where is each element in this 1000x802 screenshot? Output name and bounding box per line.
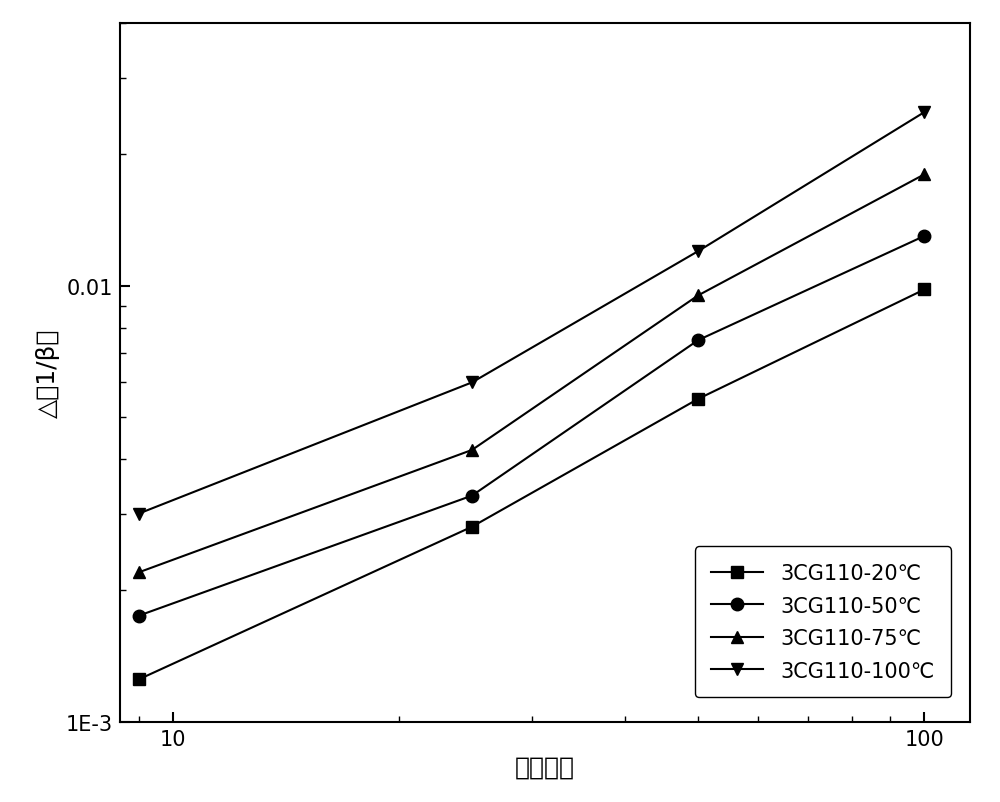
3CG110-100℃ bbox=[133, 509, 145, 519]
Line: 3CG110-50℃: 3CG110-50℃ bbox=[132, 230, 931, 622]
3CG110-20℃ bbox=[918, 286, 930, 295]
Line: 3CG110-20℃: 3CG110-20℃ bbox=[132, 284, 931, 686]
3CG110-20℃ bbox=[466, 522, 478, 532]
3CG110-50℃ bbox=[466, 491, 478, 500]
3CG110-50℃ bbox=[692, 336, 704, 346]
3CG110-50℃ bbox=[918, 232, 930, 241]
3CG110-100℃ bbox=[918, 108, 930, 118]
3CG110-75℃ bbox=[692, 291, 704, 301]
3CG110-20℃ bbox=[692, 395, 704, 404]
Legend: 3CG110-20℃, 3CG110-50℃, 3CG110-75℃, 3CG110-100℃: 3CG110-20℃, 3CG110-50℃, 3CG110-75℃, 3CG1… bbox=[695, 547, 951, 698]
Y-axis label: △（1/β）: △（1/β） bbox=[36, 328, 60, 418]
3CG110-50℃ bbox=[133, 611, 145, 621]
3CG110-20℃ bbox=[133, 674, 145, 684]
3CG110-100℃ bbox=[466, 378, 478, 387]
Line: 3CG110-75℃: 3CG110-75℃ bbox=[132, 169, 931, 579]
3CG110-75℃ bbox=[918, 170, 930, 180]
X-axis label: 辐照注量: 辐照注量 bbox=[515, 754, 575, 778]
3CG110-75℃ bbox=[133, 568, 145, 577]
Line: 3CG110-100℃: 3CG110-100℃ bbox=[132, 107, 931, 520]
3CG110-75℃ bbox=[466, 446, 478, 456]
3CG110-100℃ bbox=[692, 247, 704, 257]
